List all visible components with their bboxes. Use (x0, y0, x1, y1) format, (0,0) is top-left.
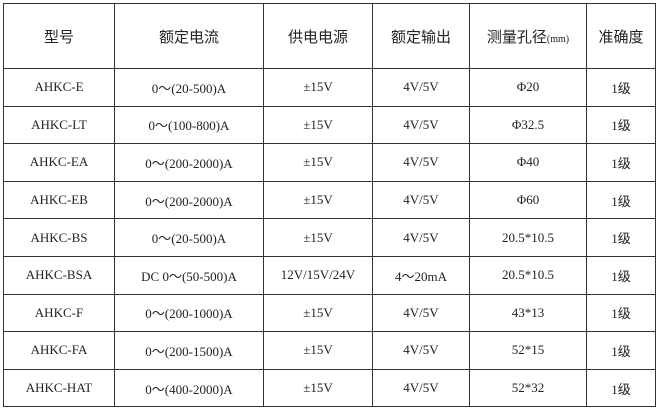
header-rated-output: 额定输出 (372, 3, 470, 69)
cell-rated-output: 4V/5V (372, 180, 470, 220)
cell-rated-output: 4V/5V (372, 331, 470, 370)
cell-accuracy: 1级 (586, 368, 656, 408)
cell-power-supply: ±15V (263, 105, 373, 145)
table-row: AHKC-HAT 0～(400-2000)A ±15V 4V/5V 52*32 1级 (3, 368, 656, 408)
spec-table: 型号 额定电流 供电电源 额定输出 测量孔径(mm) 准确度 AHKC-E 0～(… (3, 3, 656, 408)
cell-aperture: Φ60 (469, 180, 587, 220)
cell-rated-current: 0～(400-2000)A (114, 368, 264, 408)
cell-power-supply: ±15V (263, 68, 373, 107)
cell-power-supply: ±15V (263, 293, 373, 333)
cell-rated-output: 4V/5V (372, 143, 470, 182)
cell-power-supply: ±15V (263, 331, 373, 370)
cell-rated-current: DC 0～(50-500)A (114, 255, 264, 295)
header-power-supply: 供电电源 (263, 3, 373, 69)
cell-rated-current: 0～(100-800)A (114, 105, 264, 145)
header-accuracy: 准确度 (586, 3, 656, 69)
cell-aperture: 52*32 (469, 368, 587, 408)
cell-power-supply: ±15V (263, 143, 373, 182)
cell-accuracy: 1级 (586, 143, 656, 182)
cell-power-supply: ±15V (263, 368, 373, 408)
cell-accuracy: 1级 (586, 68, 656, 107)
cell-accuracy: 1级 (586, 331, 656, 370)
cell-rated-output: 4V/5V (372, 293, 470, 333)
table-row: AHKC-EB 0～(200-2000)A ±15V 4V/5V Φ60 1级 (3, 180, 656, 220)
cell-power-supply: ±15V (263, 218, 373, 257)
cell-rated-output: 4～20mA (372, 255, 470, 295)
table-row: AHKC-FA 0～(200-1500)A ±15V 4V/5V 52*15 1级 (3, 331, 656, 370)
cell-aperture: 20.5*10.5 (469, 255, 587, 295)
cell-model: AHKC-BSA (3, 255, 115, 295)
cell-model: AHKC-F (3, 293, 115, 333)
cell-rated-current: 0～(200-1500)A (114, 331, 264, 370)
cell-rated-output: 4V/5V (372, 105, 470, 145)
cell-aperture: Φ40 (469, 143, 587, 182)
header-rated-current: 额定电流 (114, 3, 264, 69)
table-row: AHKC-LT 0～(100-800)A ±15V 4V/5V Φ32.5 1级 (3, 105, 656, 145)
cell-accuracy: 1级 (586, 293, 656, 333)
cell-rated-current: 0～(200-2000)A (114, 180, 264, 220)
cell-rated-current: 0～(200-2000)A (114, 143, 264, 182)
cell-rated-current: 0～(20-500)A (114, 218, 264, 257)
table-row: AHKC-E 0～(20-500)A ±15V 4V/5V Φ20 1级 (3, 68, 656, 107)
cell-aperture: Φ32.5 (469, 105, 587, 145)
cell-power-supply: 12V/15V/24V (263, 255, 373, 295)
cell-model: AHKC-EB (3, 180, 115, 220)
cell-model: AHKC-BS (3, 218, 115, 257)
cell-accuracy: 1级 (586, 180, 656, 220)
table-row: AHKC-F 0～(200-1000)A ±15V 4V/5V 43*13 1级 (3, 293, 656, 333)
header-row: 型号 额定电流 供电电源 额定输出 测量孔径(mm) 准确度 (3, 3, 656, 69)
cell-model: AHKC-HAT (3, 368, 115, 408)
header-model: 型号 (3, 3, 115, 69)
cell-model: AHKC-EA (3, 143, 115, 182)
header-aperture-label: 测量孔径 (486, 29, 547, 46)
cell-aperture: 43*13 (469, 293, 587, 333)
table-row: AHKC-BS 0～(20-500)A ±15V 4V/5V 20.5*10.5 1级 (3, 218, 656, 257)
cell-model: AHKC-LT (3, 105, 115, 145)
header-aperture: 测量孔径(mm) (469, 3, 587, 69)
cell-rated-output: 4V/5V (372, 218, 470, 257)
cell-accuracy: 1级 (586, 105, 656, 145)
table-row: AHKC-BSA DC 0～(50-500)A 12V/15V/24V 4～20mA 2… (3, 255, 656, 295)
cell-aperture: 20.5*10.5 (469, 218, 587, 257)
cell-rated-output: 4V/5V (372, 68, 470, 107)
cell-rated-current: 0～(200-1000)A (114, 293, 264, 333)
cell-accuracy: 1级 (586, 255, 656, 295)
cell-model: AHKC-FA (3, 331, 115, 370)
cell-model: AHKC-E (3, 68, 115, 107)
header-aperture-unit: (mm) (546, 33, 570, 45)
table-row: AHKC-EA 0～(200-2000)A ±15V 4V/5V Φ40 1级 (3, 143, 656, 182)
cell-rated-output: 4V/5V (372, 368, 470, 408)
cell-power-supply: ±15V (263, 180, 373, 220)
cell-accuracy: 1级 (586, 218, 656, 257)
cell-aperture: 52*15 (469, 331, 587, 370)
cell-rated-current: 0～(20-500)A (114, 68, 264, 107)
cell-aperture: Φ20 (469, 68, 587, 107)
